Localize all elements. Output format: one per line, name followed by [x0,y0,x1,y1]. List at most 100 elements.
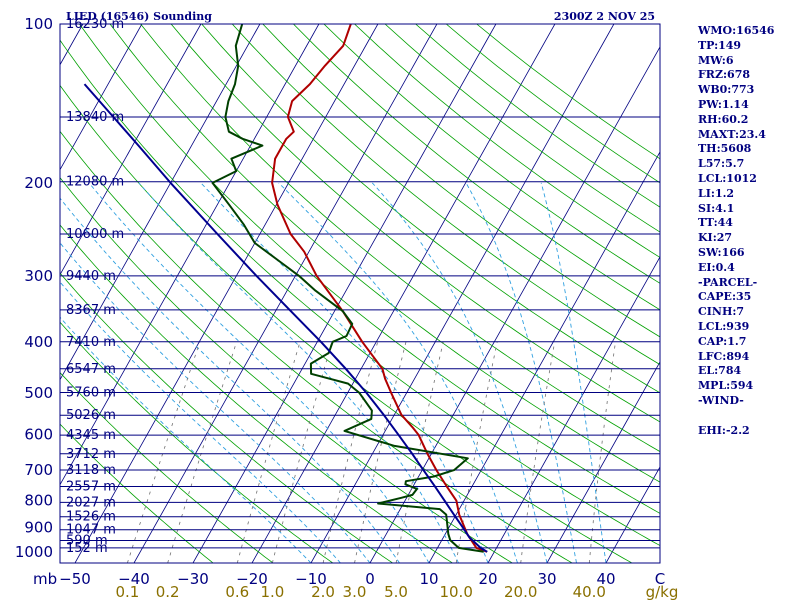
index-item: RH:60.2 [698,112,749,126]
mixing-ratio-line [236,341,301,563]
mixing-ratio-unit-label: g/kg [646,583,679,600]
height-label: 9440 m [66,269,116,284]
mixing-ratio-label: 3.0 [343,583,367,600]
pressure-tick-label: 200 [24,174,53,192]
index-item: TP:149 [698,38,742,52]
sounding-indices-panel: WMO:16546 TP:149 MW:6 FRZ:678 WB0:773 PW:1.14… [698,24,798,438]
mixing-ratio-label: 5.0 [384,583,408,600]
height-label: 5026 m [66,408,116,423]
index-item: SW:166 [698,245,745,259]
pressure-unit-label: mb [33,570,57,588]
index-item: LI:1.2 [698,186,735,200]
index-item: CAPE:35 [698,290,752,304]
dry-adiabat-line [60,321,334,563]
index-item: SI:4.1 [698,201,735,215]
pressure-tick-label: 1000 [15,543,53,561]
index-item: PW:1.14 [698,97,749,111]
index-item: LFC:894 [698,349,750,363]
index-item: MPL:594 [698,379,754,393]
mixing-ratio-line [167,341,238,563]
isotherm-line [74,24,379,563]
pressure-tick-label: 700 [24,461,53,479]
moist-adiabat-line [540,182,607,563]
height-label: 7410 m [66,335,116,350]
mixing-ratio-line [127,341,201,563]
index-item: LCL:1012 [698,171,757,185]
pressure-tick-label: 400 [24,333,53,351]
dry-adiabat-line [60,272,393,563]
dry-adiabat-line [60,372,274,563]
pressure-tick-label: 600 [24,426,53,444]
dry-adiabat-line [170,24,660,423]
isotherm-line [251,24,556,563]
temperature-tick-label: 0 [365,570,375,588]
height-label: 2027 m [66,495,116,510]
index-item: CINH:7 [698,305,745,319]
index-item: WMO:16546 [698,24,775,37]
isotherm-line [546,361,660,563]
dry-adiabat-line [60,84,633,563]
mixing-ratio-label: 2.0 [311,583,335,600]
mixing-ratio-line [455,341,498,563]
mixing-ratio-line [520,341,556,563]
index-item: TH:5608 [698,142,752,156]
height-label: 590 m [66,534,108,549]
dry-adiabat-line [262,24,660,338]
temperature-tick-label: 40 [596,570,615,588]
index-item: CAP:1.7 [698,334,747,348]
dry-adiabat-line [60,39,660,547]
index-item: WB0:773 [698,83,755,97]
mixing-ratio-line [272,341,333,563]
isotherm-line [133,24,438,563]
dry-adiabat-line [60,177,513,563]
height-label: 2557 m [66,479,116,494]
index-item: -PARCEL- [698,275,758,289]
index-item: MW:6 [698,53,734,67]
mixing-ratio-label: 40.0 [573,583,606,600]
height-label: 3712 m [66,447,116,462]
dry-adiabat-line [323,24,660,284]
height-label: 13840 m [66,110,124,125]
parcel-trace [83,83,488,553]
height-label: 3118 m [66,463,116,478]
pressure-tick-label: 900 [24,519,53,537]
index-item: EL:784 [698,364,742,378]
height-label: 5760 m [66,385,116,400]
height-label: 1047 m [66,523,116,538]
mixing-ratio-label: 0.6 [225,583,249,600]
index-item: LCL:939 [698,319,750,333]
dry-adiabat-line [201,24,660,394]
temperature-tick-label: −50 [59,570,91,588]
mixing-ratio-label: 0.2 [156,583,180,600]
moist-adiabat-line [60,197,400,563]
index-item: -WIND- [698,393,744,407]
height-label: 8367 m [66,303,116,318]
isotherm-line [60,24,202,276]
height-label: 152 m [66,541,108,556]
isotherm-line [192,24,497,563]
dry-adiabat-line [231,24,660,366]
temperature-tick-label: −40 [118,570,150,588]
moist-adiabat-line [88,182,430,563]
moist-adiabat-line [465,182,577,563]
temperature-tick-label: 20 [478,570,497,588]
isotherm-line [487,256,660,563]
mixing-ratio-line [322,341,379,563]
height-label: 16230 m [66,17,124,32]
mixing-ratio-label: 10.0 [439,583,472,600]
pressure-tick-label: 800 [24,492,53,510]
isotherm-line [428,151,660,563]
isotherm-line [60,24,320,486]
isotherm-line [605,466,660,563]
index-item: EHI:-2.2 [698,423,750,437]
mixing-ratio-line [395,341,444,563]
valid-time: 2300Z 2 NOV 25 [554,10,655,23]
dry-adiabat-line [60,130,573,563]
mixing-ratio-label: 20.0 [504,583,537,600]
index-item: MAXT:23.4 [698,127,766,141]
plot-frame [59,23,661,564]
index-item: EI:0.4 [698,260,735,274]
dewpoint-trace [211,24,484,553]
dry-adiabat-line [293,24,660,311]
